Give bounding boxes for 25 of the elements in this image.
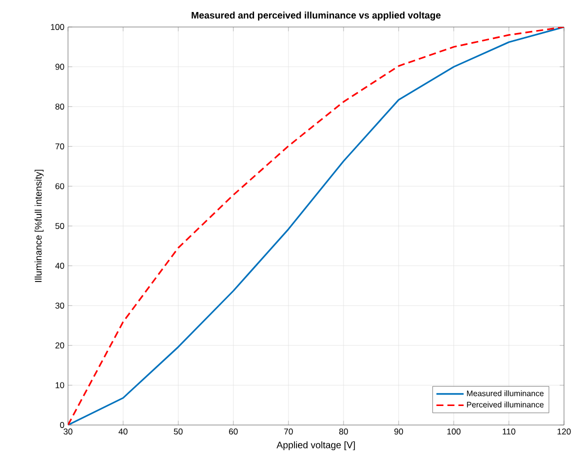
y-tick-label: 80 — [55, 104, 64, 110]
y-tick-label: 20 — [55, 342, 64, 348]
x-tick-label: 80 — [339, 428, 348, 435]
y-axis-title: Illuminance [%full intensity] — [34, 170, 44, 282]
y-tick-label: 0 — [60, 422, 64, 428]
chart-title: Measured and perceived illuminance vs applied voltage — [192, 12, 441, 20]
x-tick-label: 70 — [284, 428, 293, 435]
y-tick-label: 100 — [50, 24, 64, 30]
y-tick-label: 40 — [55, 262, 64, 269]
x-tick-label: 60 — [229, 428, 238, 435]
x-axis-title: Applied voltage [V] — [276, 441, 355, 450]
x-tick-label: 40 — [118, 428, 128, 435]
x-tick-label: 90 — [394, 428, 404, 435]
y-tick-label: 50 — [55, 223, 64, 229]
y-tick-label: 70 — [56, 143, 64, 150]
y-tick-label: 60 — [56, 183, 64, 190]
x-tick-label: 100 — [447, 428, 461, 435]
y-tick-label: 90 — [55, 64, 64, 70]
line-series — [68, 26, 564, 425]
x-tick-label: 50 — [174, 428, 183, 435]
x-tick-label: 30 — [64, 428, 72, 435]
y-tick-label: 10 — [56, 382, 64, 388]
x-tick-label: 110 — [502, 428, 516, 435]
x-tick-label: 120 — [558, 428, 571, 435]
y-tick-label: 30 — [55, 302, 64, 309]
